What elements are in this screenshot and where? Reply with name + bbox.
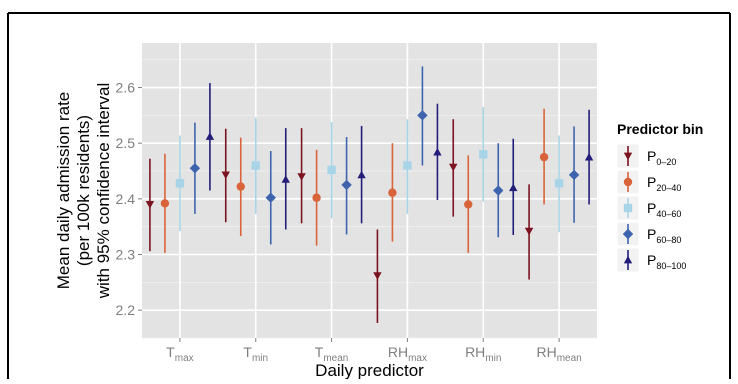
legend-key-marker (623, 203, 633, 213)
data-point (236, 182, 245, 191)
data-point (373, 272, 382, 280)
data-point (568, 169, 580, 181)
data-point (417, 110, 428, 121)
data-point (265, 192, 276, 203)
y-tick-label: 2.3 (116, 247, 136, 263)
data-point (327, 165, 336, 175)
data-point (251, 161, 260, 170)
legend-label: P60–80 (647, 226, 681, 245)
data-point (145, 201, 155, 209)
x-tick-label: RHmin (465, 344, 501, 364)
legend-key-marker (622, 228, 634, 240)
legend-key-marker (623, 177, 633, 187)
y-tick-label: 2.2 (116, 302, 136, 318)
data-point (539, 152, 549, 162)
legend-label: P40–60 (647, 200, 681, 219)
data-point (175, 179, 185, 188)
data-point (281, 175, 290, 183)
data-point (524, 227, 534, 236)
x-tick-label: Tmean (315, 344, 349, 364)
y-axis-label-line: Mean daily admission rate (54, 92, 73, 289)
data-point (189, 163, 201, 174)
legend-label: P80–100 (647, 252, 686, 271)
legend-key-marker (623, 255, 633, 264)
y-tick-label: 2.4 (116, 191, 136, 207)
y-axis-label-line: with 95% confidence interval (94, 83, 113, 299)
data-point (221, 171, 230, 180)
data-point (357, 170, 366, 179)
data-point (509, 183, 518, 192)
legend-label: P0–20 (647, 148, 676, 167)
data-point (449, 163, 458, 172)
data-point (388, 188, 397, 197)
legend-title: Predictor bin (617, 121, 703, 137)
data-point (584, 152, 594, 161)
x-tick-label: Tmin (243, 344, 268, 364)
legend-key-marker (623, 152, 633, 161)
data-point (205, 132, 215, 140)
y-tick-label: 2.6 (116, 80, 136, 96)
data-point (312, 193, 321, 202)
data-point (403, 161, 412, 170)
data-point (160, 199, 170, 208)
x-tick-label: RHmax (388, 344, 427, 364)
data-point (297, 173, 306, 181)
data-point (493, 185, 504, 196)
y-tick-label: 2.5 (116, 135, 136, 151)
x-tick-label: RHmean (536, 344, 581, 364)
data-point (341, 179, 352, 191)
y-axis-label-line: (per 100k residents) (74, 115, 93, 266)
data-point (433, 147, 442, 156)
data-point (479, 150, 488, 159)
x-axis-label: Daily predictor (315, 361, 424, 379)
legend-label: P20–40 (647, 174, 681, 193)
plot-panel (142, 43, 597, 338)
x-tick-label: Tmax (166, 344, 193, 364)
data-point (554, 179, 564, 188)
data-point (464, 200, 473, 209)
